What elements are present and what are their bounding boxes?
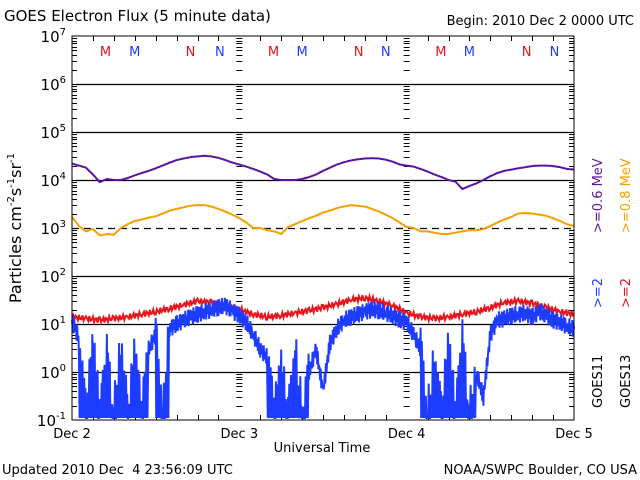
y-tick-label: 103 bbox=[41, 219, 66, 238]
y-tick-label: 102 bbox=[41, 267, 66, 286]
marker-m: M bbox=[464, 45, 475, 60]
begin-label: Begin: 2010 Dec 2 0000 UTC bbox=[447, 14, 634, 29]
legend-goes11: GOES11 bbox=[591, 355, 606, 408]
marker-m: M bbox=[268, 45, 279, 60]
updated-timestamp: Updated 2010 Dec 4 23:56:09 UTC bbox=[2, 463, 233, 478]
y-axis-label: Particles cm-2s-1sr-1 bbox=[6, 153, 25, 303]
marker-n: N bbox=[522, 45, 532, 60]
chart-title: GOES Electron Flux (5 minute data) bbox=[4, 7, 271, 25]
y-tick-exponent: 7 bbox=[60, 27, 66, 38]
marker-n: N bbox=[550, 45, 560, 60]
series-line bbox=[71, 297, 575, 419]
y-tick-base: 10 bbox=[41, 28, 60, 46]
x-tick-label: Dec 5 bbox=[555, 427, 593, 442]
legend: GOES11 >=2 >=0.6 MeV GOES13 >=2 >=0.8 Me… bbox=[591, 158, 634, 408]
y-tick-label: 100 bbox=[41, 363, 66, 382]
series-line bbox=[71, 204, 575, 237]
y-tick-base: 10 bbox=[41, 316, 60, 334]
data-series bbox=[71, 154, 575, 419]
y-tick-label: 10-1 bbox=[37, 411, 66, 430]
y-axis-label-s: s bbox=[6, 188, 25, 196]
y-tick-exponent: 1 bbox=[60, 315, 66, 326]
y-tick-base: 10 bbox=[41, 220, 60, 238]
y-tick-base: 10 bbox=[41, 172, 60, 190]
marker-m: M bbox=[435, 45, 446, 60]
marker-m: M bbox=[100, 45, 111, 60]
marker-m: M bbox=[296, 45, 307, 60]
y-tick-base: 10 bbox=[41, 364, 60, 382]
y-tick-exponent: 5 bbox=[60, 123, 66, 134]
axis-ticks bbox=[72, 36, 574, 420]
x-tick-label: Dec 3 bbox=[221, 427, 259, 442]
y-tick-base: 10 bbox=[41, 124, 60, 142]
marker-n: N bbox=[354, 45, 364, 60]
credit-label: NOAA/SWPC Boulder, CO USA bbox=[444, 463, 637, 478]
legend-goes11-06mev: >=0.6 MeV bbox=[591, 158, 606, 233]
y-tick-label: 105 bbox=[41, 123, 66, 142]
legend-goes13: GOES13 bbox=[619, 355, 634, 408]
y-tick-label: 107 bbox=[41, 27, 66, 46]
x-tick-label: Dec 2 bbox=[53, 427, 91, 442]
legend-goes13-08mev: >=0.8 MeV bbox=[619, 158, 634, 233]
y-tick-label: 101 bbox=[41, 315, 66, 334]
marker-n: N bbox=[186, 45, 196, 60]
y-tick-exponent: -1 bbox=[56, 411, 66, 422]
legend-goes11-2mev: >=2 bbox=[591, 278, 606, 308]
y-tick-exponent: 3 bbox=[60, 219, 66, 230]
plot-frame bbox=[71, 35, 575, 421]
x-axis-label: Universal Time bbox=[274, 441, 371, 456]
y-tick-exponent: 0 bbox=[60, 363, 66, 374]
y-axis-label-base: Particles cm bbox=[6, 206, 25, 303]
series-line bbox=[71, 154, 575, 191]
y-tick-exponent: 2 bbox=[60, 267, 66, 278]
marker-n: N bbox=[215, 45, 225, 60]
legend-goes13-2mev: >=2 bbox=[619, 278, 634, 308]
y-axis-label-exp2: -1 bbox=[6, 178, 17, 188]
y-tick-base: 10 bbox=[41, 76, 60, 94]
y-axis-label-exp3: -1 bbox=[6, 153, 17, 163]
y-tick-exponent: 6 bbox=[60, 75, 66, 86]
x-tick-labels: Dec 2 Dec 3 Dec 4 Dec 5 bbox=[53, 427, 593, 442]
y-tick-base: 10 bbox=[41, 268, 60, 286]
x-tick-label: Dec 4 bbox=[388, 427, 426, 442]
y-tick-exponent: 4 bbox=[60, 171, 66, 182]
marker-n: N bbox=[381, 45, 391, 60]
series-line bbox=[71, 292, 575, 327]
y-axis-label-sr: sr bbox=[6, 163, 25, 178]
y-axis-label-exp1: -2 bbox=[6, 196, 17, 206]
y-tick-base: 10 bbox=[37, 412, 56, 430]
y-tick-label: 104 bbox=[41, 171, 66, 190]
marker-m: M bbox=[129, 45, 140, 60]
grid-lines bbox=[72, 83, 574, 374]
y-tick-label: 106 bbox=[41, 75, 66, 94]
